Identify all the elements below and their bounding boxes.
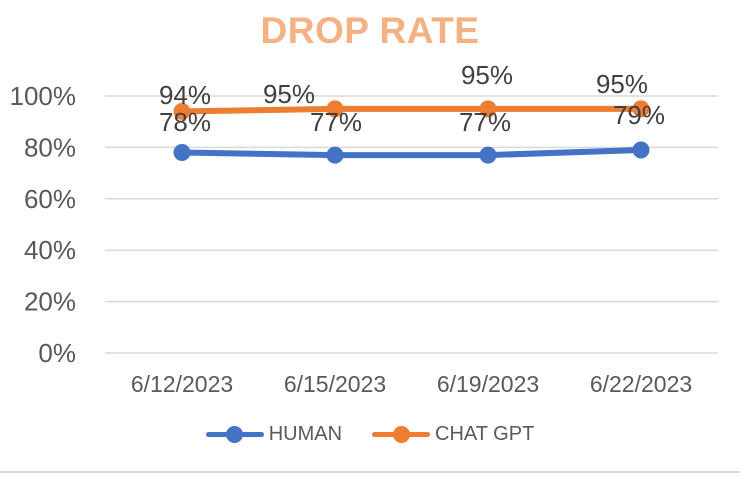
data-point-marker-human[interactable] xyxy=(632,141,650,159)
data-point-marker-human[interactable] xyxy=(479,146,497,164)
x-axis-tick-label: 6/19/2023 xyxy=(437,371,539,397)
legend-marker-human-icon xyxy=(205,426,264,444)
data-label-human: 78% xyxy=(159,107,211,137)
legend-label-chat-gpt: CHAT GPT xyxy=(435,423,535,445)
y-axis-tick-label: 80% xyxy=(24,132,76,162)
x-axis-tick-label: 6/22/2023 xyxy=(590,371,692,397)
data-point-marker-chat-gpt[interactable] xyxy=(326,100,344,118)
data-label-chat-gpt: 95% xyxy=(263,79,315,109)
data-label-human: 77% xyxy=(459,107,511,137)
y-axis-tick-label: 60% xyxy=(24,184,76,214)
legend-label-human: HUMAN xyxy=(268,423,343,445)
y-axis-tick-label: 100% xyxy=(10,81,77,111)
data-point-marker-human[interactable] xyxy=(173,144,191,162)
data-point-marker-chat-gpt[interactable] xyxy=(173,102,191,120)
chart-legend: HUMAN CHAT GPT xyxy=(0,423,740,446)
data-label-human: 79% xyxy=(613,100,665,130)
data-label-chat-gpt: 94% xyxy=(159,80,211,110)
series-line-human[interactable] xyxy=(179,146,644,159)
data-point-marker-chat-gpt[interactable] xyxy=(479,100,497,118)
data-point-marker-chat-gpt[interactable] xyxy=(632,100,650,118)
chart-title: DROP RATE xyxy=(260,10,480,51)
legend-item-chat-gpt[interactable]: CHAT GPT xyxy=(372,423,534,446)
series-line-chat-gpt[interactable] xyxy=(179,105,644,115)
x-axis-tick-label: 6/12/2023 xyxy=(131,371,233,397)
data-label-human: 77% xyxy=(310,107,362,137)
y-axis-tick-label: 20% xyxy=(24,287,76,317)
y-axis-tick-label: 40% xyxy=(24,235,76,265)
y-axis-tick-label: 0% xyxy=(38,338,76,368)
data-label-chat-gpt: 95% xyxy=(461,60,513,90)
chart-bottom-border xyxy=(0,471,740,473)
data-point-marker-human[interactable] xyxy=(326,146,344,164)
legend-item-human[interactable]: HUMAN xyxy=(205,423,343,446)
legend-marker-chat-gpt-icon xyxy=(372,426,431,444)
data-label-chat-gpt: 95% xyxy=(596,69,648,99)
x-axis-tick-label: 6/15/2023 xyxy=(284,371,386,397)
